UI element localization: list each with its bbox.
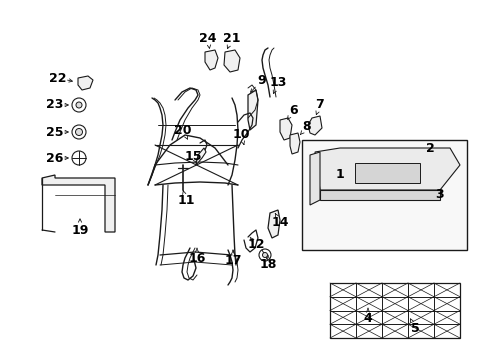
Text: 3: 3 — [435, 189, 444, 202]
Circle shape — [262, 252, 267, 257]
Polygon shape — [196, 148, 205, 165]
Bar — [302, 140, 466, 250]
Polygon shape — [280, 118, 291, 140]
Text: 5: 5 — [410, 321, 419, 334]
Circle shape — [76, 102, 82, 108]
Text: 11: 11 — [177, 194, 194, 207]
Text: 23: 23 — [46, 99, 63, 112]
Polygon shape — [289, 133, 299, 154]
Polygon shape — [307, 116, 321, 135]
Text: 19: 19 — [71, 224, 88, 237]
Text: 14: 14 — [271, 216, 288, 229]
Text: 10: 10 — [232, 129, 249, 141]
Text: 20: 20 — [174, 123, 191, 136]
Circle shape — [72, 151, 86, 165]
Text: 22: 22 — [49, 72, 67, 85]
Polygon shape — [309, 152, 319, 205]
Text: 18: 18 — [259, 258, 276, 271]
Text: 6: 6 — [289, 104, 298, 117]
Polygon shape — [78, 76, 93, 90]
Polygon shape — [267, 210, 280, 238]
Text: 24: 24 — [199, 31, 216, 45]
Text: 25: 25 — [46, 126, 63, 139]
Text: 26: 26 — [46, 152, 63, 165]
Polygon shape — [319, 190, 439, 200]
Text: 17: 17 — [224, 253, 241, 266]
Circle shape — [72, 125, 86, 139]
Text: 4: 4 — [363, 311, 372, 324]
Text: 8: 8 — [302, 121, 311, 134]
Text: 21: 21 — [223, 31, 240, 45]
Text: 7: 7 — [315, 99, 324, 112]
Polygon shape — [224, 50, 240, 72]
Polygon shape — [247, 90, 258, 130]
Text: 2: 2 — [425, 141, 433, 154]
Text: 9: 9 — [257, 73, 266, 86]
Polygon shape — [42, 175, 115, 232]
Circle shape — [75, 129, 82, 135]
Polygon shape — [314, 148, 459, 190]
Circle shape — [72, 98, 86, 112]
Text: 15: 15 — [184, 150, 202, 163]
Text: 1: 1 — [335, 168, 344, 181]
Circle shape — [259, 249, 270, 261]
Polygon shape — [204, 50, 218, 70]
Bar — [329, 283, 459, 338]
Text: 13: 13 — [269, 77, 286, 90]
Text: 12: 12 — [247, 238, 264, 252]
Polygon shape — [354, 163, 419, 183]
Text: 16: 16 — [188, 252, 205, 265]
